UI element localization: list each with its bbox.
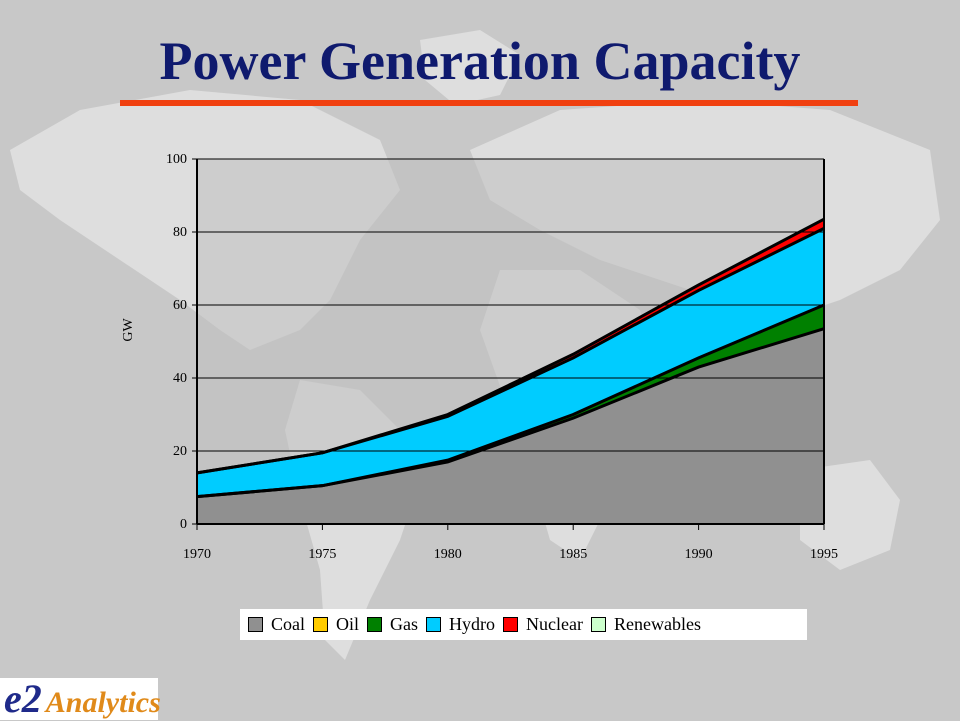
y-tick-label-0: 0	[180, 517, 187, 532]
legend-item-coal: Coal	[248, 614, 305, 635]
y-axis-label: GW	[121, 318, 136, 342]
legend-swatch-renewables	[590, 617, 606, 632]
y-tick-label-100: 100	[166, 152, 187, 167]
x-tick-label-1970: 1970	[183, 547, 211, 562]
x-tick-label-1985: 1985	[559, 547, 587, 562]
y-tick-label-60: 60	[173, 298, 187, 313]
area-layers	[197, 219, 824, 524]
e2-analytics-logo: e2 Analytics	[0, 676, 161, 721]
axes	[192, 158, 825, 530]
title-underline	[120, 100, 858, 106]
x-tick-label-1980: 1980	[434, 547, 462, 562]
legend-swatch-hydro	[426, 617, 442, 632]
boundary-gas	[196, 303, 825, 499]
legend-label-oil: Oil	[336, 614, 360, 634]
x-tick-label-1995: 1995	[810, 547, 838, 562]
area-coal	[197, 328, 824, 524]
greenland-shape	[420, 30, 520, 105]
legend-item-hydro: Hydro	[426, 614, 495, 635]
y-tick-label-40: 40	[173, 371, 187, 386]
legend-item-oil: Oil	[313, 614, 359, 635]
legend-item-gas: Gas	[367, 614, 418, 635]
legend-item-nuclear: Nuclear	[503, 614, 583, 635]
logo-text: Analytics	[45, 686, 161, 719]
area-hydro	[197, 228, 824, 497]
legend-label-renewables: Renewables	[613, 614, 701, 634]
legend-label-gas: Gas	[390, 614, 419, 634]
logo-mark: e2	[4, 676, 42, 721]
page-title: Power Generation Capacity	[159, 31, 801, 91]
legend-swatch-gas	[367, 617, 383, 632]
y-tick-labels: 0 20 40 60 80 100	[166, 152, 187, 532]
legend-label-hydro: Hydro	[449, 614, 496, 634]
y-tick-label-80: 80	[173, 225, 187, 240]
y-tick-label-20: 20	[173, 444, 187, 459]
x-tick-label-1975: 1975	[308, 547, 336, 562]
legend-swatch-oil	[313, 617, 328, 632]
legend-label-coal: Coal	[271, 614, 305, 634]
x-tick-labels: 1970 1975 1980 1985 1990 1995	[183, 547, 838, 562]
area-boundaries	[196, 217, 825, 499]
legend-swatch-coal	[248, 617, 263, 632]
boundary-nuclear	[196, 217, 825, 475]
gridlines	[197, 158, 824, 452]
legend-item-renewables: Renewables	[590, 614, 701, 635]
legend-swatch-nuclear	[503, 617, 519, 632]
chart-legend: Coal Oil Gas Hydro Nuclear Renewables	[240, 609, 807, 640]
x-tick-label-1990: 1990	[685, 547, 713, 562]
legend-label-nuclear: Nuclear	[526, 614, 583, 634]
